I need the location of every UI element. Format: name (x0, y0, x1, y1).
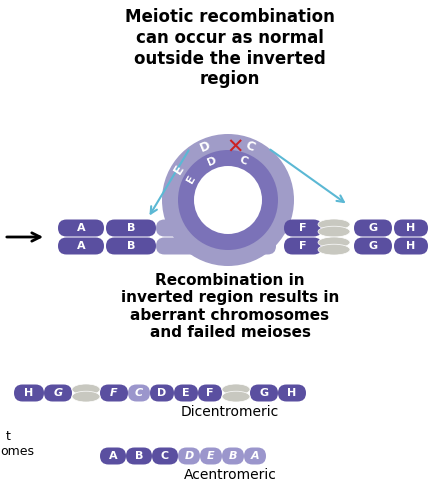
Text: omes: omes (0, 445, 34, 458)
FancyBboxPatch shape (394, 220, 428, 236)
FancyBboxPatch shape (244, 448, 266, 464)
Bar (158, 218, 276, 254)
Text: G: G (53, 388, 63, 398)
FancyBboxPatch shape (278, 384, 306, 402)
Ellipse shape (318, 219, 350, 230)
FancyBboxPatch shape (44, 384, 72, 402)
Text: H: H (287, 388, 297, 398)
Text: Dicentromeric: Dicentromeric (181, 405, 279, 419)
Ellipse shape (72, 384, 100, 395)
Text: B: B (127, 223, 135, 233)
FancyBboxPatch shape (394, 238, 428, 254)
Text: A: A (109, 451, 117, 461)
Text: A: A (77, 223, 85, 233)
Text: G: G (369, 223, 377, 233)
FancyBboxPatch shape (200, 448, 222, 464)
Ellipse shape (318, 237, 350, 248)
Text: H: H (406, 241, 415, 251)
FancyBboxPatch shape (250, 384, 278, 402)
FancyBboxPatch shape (106, 220, 156, 236)
Text: E: E (182, 388, 190, 398)
Text: G: G (369, 241, 377, 251)
Text: C: C (161, 451, 169, 461)
Text: E: E (185, 173, 198, 185)
Text: D: D (206, 155, 218, 168)
FancyBboxPatch shape (174, 384, 198, 402)
FancyBboxPatch shape (156, 238, 276, 254)
FancyBboxPatch shape (198, 384, 222, 402)
FancyBboxPatch shape (106, 238, 156, 254)
Text: Meiotic recombination
can occur as normal
outside the inverted
region: Meiotic recombination can occur as norma… (125, 8, 335, 88)
Text: G: G (259, 388, 269, 398)
Text: B: B (127, 241, 135, 251)
Text: D: D (198, 138, 213, 154)
FancyBboxPatch shape (100, 448, 126, 464)
Text: F: F (206, 388, 214, 398)
Text: C: C (135, 388, 143, 398)
FancyBboxPatch shape (100, 384, 128, 402)
Ellipse shape (318, 226, 350, 237)
Text: E: E (171, 162, 187, 176)
FancyBboxPatch shape (14, 384, 44, 402)
Ellipse shape (222, 391, 250, 402)
Text: H: H (406, 223, 415, 233)
Circle shape (162, 134, 294, 266)
Text: A: A (77, 241, 85, 251)
Text: F: F (299, 223, 307, 233)
Text: F: F (299, 241, 307, 251)
Text: D: D (157, 388, 167, 398)
FancyBboxPatch shape (126, 448, 152, 464)
FancyBboxPatch shape (222, 448, 244, 464)
FancyBboxPatch shape (150, 384, 174, 402)
FancyBboxPatch shape (354, 220, 392, 236)
Text: B: B (229, 451, 237, 461)
FancyBboxPatch shape (354, 238, 392, 254)
Text: Acentromeric: Acentromeric (183, 468, 276, 482)
FancyBboxPatch shape (152, 448, 178, 464)
Text: H: H (24, 388, 34, 398)
Text: C: C (238, 155, 249, 167)
Text: A: A (251, 451, 259, 461)
FancyBboxPatch shape (128, 384, 150, 402)
FancyBboxPatch shape (58, 238, 104, 254)
FancyBboxPatch shape (156, 220, 276, 236)
Circle shape (178, 150, 278, 250)
Text: E: E (207, 451, 215, 461)
Text: B: B (135, 451, 143, 461)
Text: D: D (184, 451, 194, 461)
Ellipse shape (222, 384, 250, 395)
Text: C: C (243, 138, 256, 154)
Text: ✕: ✕ (226, 138, 244, 158)
Ellipse shape (318, 244, 350, 255)
FancyBboxPatch shape (58, 220, 104, 236)
Circle shape (194, 166, 262, 234)
Text: t: t (6, 430, 11, 443)
Text: F: F (110, 388, 118, 398)
FancyBboxPatch shape (284, 238, 322, 254)
Ellipse shape (72, 391, 100, 402)
Text: Recombination in
inverted region results in
aberrant chromosomes
and failed meio: Recombination in inverted region results… (121, 273, 339, 340)
FancyBboxPatch shape (284, 220, 322, 236)
FancyBboxPatch shape (178, 448, 200, 464)
